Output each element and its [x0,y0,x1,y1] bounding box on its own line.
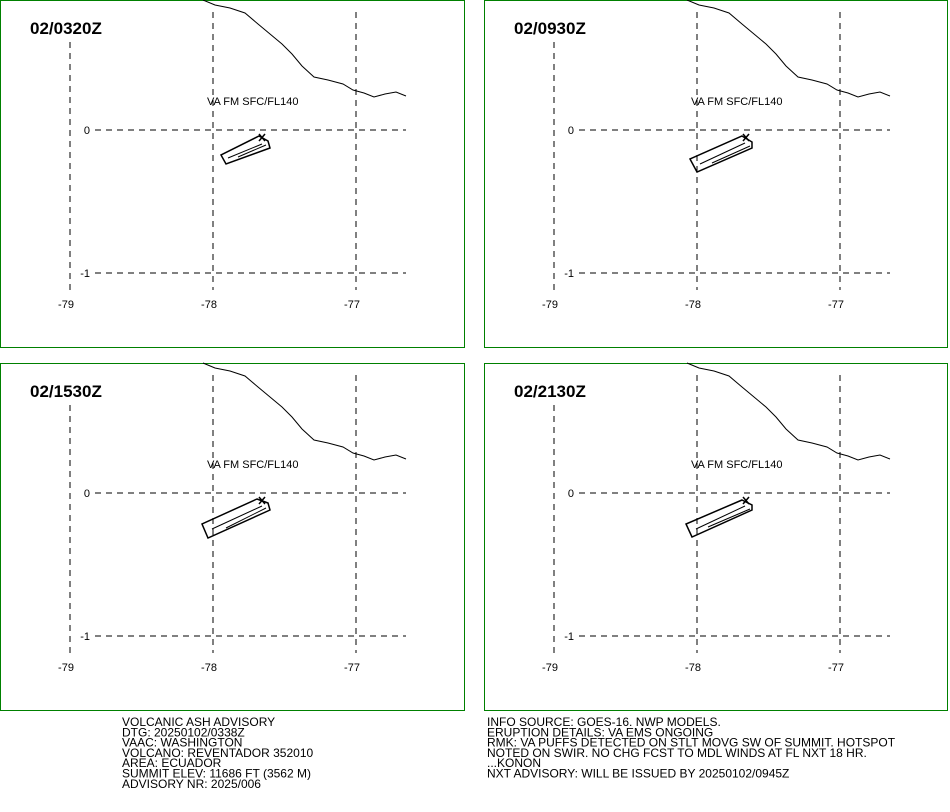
ash-polygon [688,135,753,173]
advisory-line: ...KONON [487,756,541,770]
advisory-line: NOTED ON SWIR. NO CHG FCST TO MDL WINDS … [487,746,867,760]
layer-label: VA FM SFC/FL140 [207,459,299,471]
lat-tick-label: 0 [568,125,574,137]
ash-hatch [699,142,746,165]
lat-tick-label: -1 [564,268,574,280]
ash-area [219,133,271,165]
panel-border [484,0,948,348]
layer-label: VA FM SFC/FL140 [207,96,299,108]
ash-polygon [201,498,271,539]
valid-time: 02/2130Z [514,382,586,401]
map-panel: -79 -78 -77 0 -1 02/0320Z VA FM SFC/FL140 [0,0,465,348]
coastline [202,0,407,98]
map-panel: -79 -78 -77 0 -1 02/1530Z VA FM SFC/FL140 [0,362,465,711]
lat-tick-label: -1 [80,268,90,280]
lon-tick-label: -77 [344,662,360,674]
summit-marker [258,133,266,142]
ash-area [684,496,753,538]
advisory-line: NXT ADVISORY: WILL BE ISSUED BY 20250102… [487,767,789,781]
panel-border [0,363,465,711]
lon-tick-label: -78 [685,299,701,311]
lon-tick-label: -77 [828,662,844,674]
lat-tick-label: 0 [84,488,90,500]
ash-area [688,133,753,173]
summit-marker [742,133,750,142]
ash-area [201,496,271,539]
lon-tick-label: -78 [685,662,701,674]
ash-hatch [695,505,746,530]
lon-tick-label: -79 [542,299,558,311]
ash-hatch [227,143,263,159]
ash-hatch [711,145,751,164]
valid-time: 02/1530Z [30,382,102,401]
ash-hatch [211,505,263,530]
advisory-line: VOLCANIC ASH ADVISORY [122,715,275,729]
advisory-line: ERUPTION DETAILS: VA EMS ONGOING [487,725,713,739]
map-panel: -79 -78 -77 0 -1 02/0930Z VA FM SFC/FL140 [484,0,948,348]
coastline [686,362,891,461]
lon-tick-label: -77 [828,299,844,311]
panel-border [484,363,948,711]
lon-tick-label: -79 [542,662,558,674]
ash-hatch [237,144,267,158]
advisory-line: ADVISORY NR: 2025/006 [122,777,261,791]
lon-tick-label: -79 [58,299,74,311]
lon-tick-label: -78 [201,299,217,311]
ash-hatch [225,507,267,529]
panel-border [0,0,465,348]
advisory-line: VAAC: WASHINGTON [122,736,242,750]
lat-tick-label: -1 [80,631,90,643]
advisory-line: AREA: ECUADOR [122,756,222,770]
valid-time: 02/0930Z [514,19,586,38]
advisory-line: DTG: 20250102/0338Z [122,725,245,739]
advisory-line: INFO SOURCE: GOES-16. NWP MODELS. [487,715,721,729]
coastline [686,0,891,98]
lat-tick-label: 0 [568,488,574,500]
valid-time: 02/0320Z [30,19,102,38]
summit-marker [258,496,266,505]
layer-label: VA FM SFC/FL140 [691,459,783,471]
ash-polygon [684,499,753,538]
advisory-line: VOLCANO: REVENTADOR 352010 [122,746,314,760]
advisory-line: SUMMIT ELEV: 11686 FT (3562 M) [122,767,311,781]
lon-tick-label: -78 [201,662,217,674]
ash-polygon [219,135,271,165]
lon-tick-label: -77 [344,299,360,311]
map-panel: -79 -78 -77 0 -1 02/2130Z VA FM SFC/FL140 [484,362,948,711]
advisory-line: RMK: VA PUFFS DETECTED ON STLT MOVG SW O… [487,736,896,750]
layer-label: VA FM SFC/FL140 [691,96,783,108]
lat-tick-label: 0 [84,125,90,137]
summit-marker [742,496,750,505]
ash-hatch [707,508,751,528]
coastline [202,362,407,461]
lat-tick-label: -1 [564,631,574,643]
lon-tick-label: -79 [58,662,74,674]
